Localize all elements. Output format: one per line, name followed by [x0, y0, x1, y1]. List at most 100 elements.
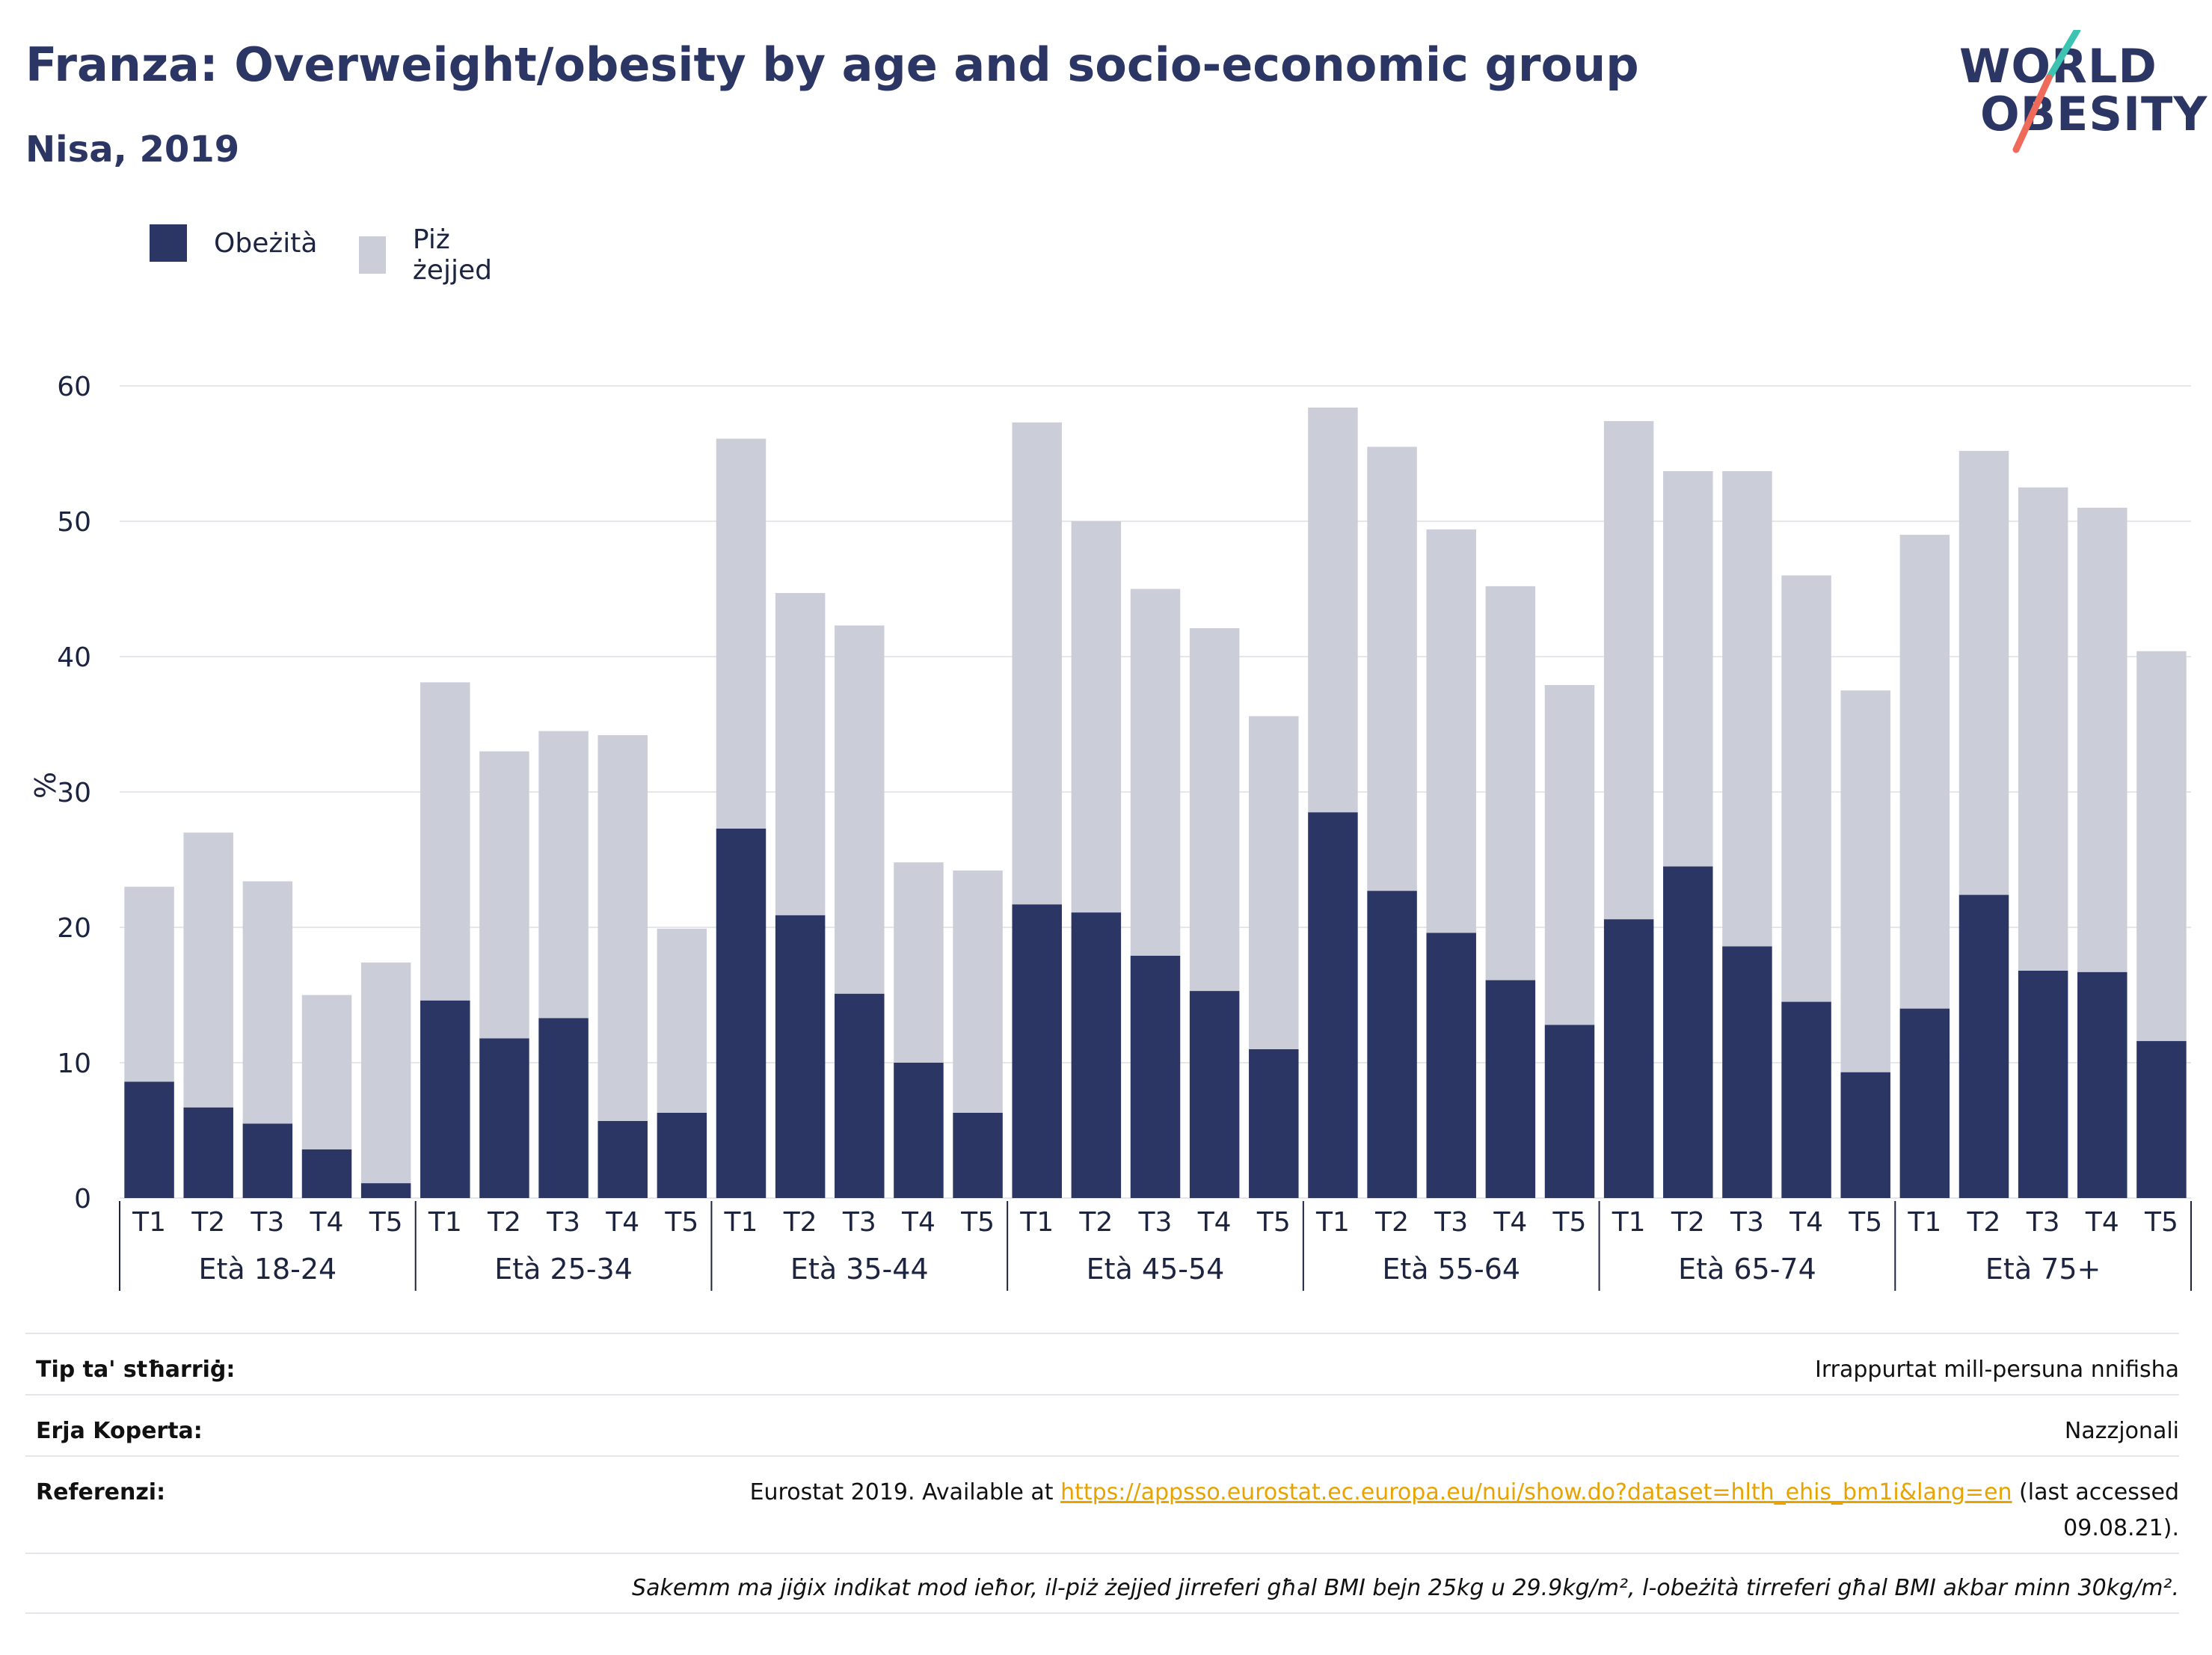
x-tick-label: T4 — [1493, 1207, 1527, 1238]
x-tick-label: T3 — [1730, 1207, 1764, 1238]
x-tick-label: T2 — [1671, 1207, 1705, 1238]
bar-obesity — [657, 1112, 707, 1198]
legend-item-overweight: Piż żejjed — [359, 224, 503, 286]
y-tick-label: 10 — [57, 1048, 91, 1079]
x-tick-label: T2 — [1078, 1207, 1113, 1238]
bar-overweight — [1308, 407, 1358, 813]
x-group-label: Età 35-44 — [790, 1253, 929, 1286]
bar-obesity — [1663, 866, 1713, 1198]
x-group-label: Età 75+ — [1985, 1253, 2101, 1286]
chart-subtitle: Nisa, 2019 — [25, 129, 240, 171]
bar-obesity — [1544, 1025, 1595, 1198]
x-tick-label: T2 — [1967, 1207, 2001, 1238]
bar-obesity — [1130, 956, 1181, 1198]
y-axis-label: % — [29, 772, 62, 799]
bar-overweight — [1899, 535, 1950, 1009]
x-tick-label: T1 — [1315, 1207, 1350, 1238]
x-tick-label: T4 — [2085, 1207, 2119, 1238]
legend-label-overweight: Piż żejjed — [412, 224, 492, 286]
bar-overweight — [1249, 716, 1299, 1049]
x-tick-label: T1 — [724, 1207, 758, 1238]
bar-obesity — [1722, 946, 1772, 1198]
bar-overweight — [1485, 586, 1536, 980]
bar-overweight — [1426, 529, 1476, 933]
bar-chart: 0 10 20 30 40 50 60% T1 T2 T3 T4 T5 Età 18-24 T1 T2 T3 T… — [29, 372, 2192, 1291]
x-tick-label: T5 — [2144, 1207, 2178, 1238]
bar-overweight — [657, 928, 707, 1113]
bar-obesity — [1367, 891, 1417, 1198]
x-tick-label: T4 — [901, 1207, 936, 1238]
definition-note: Sakemm ma jiġix indikat mod ieħor, il-pi… — [632, 1575, 2179, 1601]
references-value: Eurostat 2019. Available at https://apps… — [750, 1475, 2179, 1547]
bar-overweight — [1603, 421, 1654, 920]
bar-overweight — [1958, 450, 2009, 895]
x-tick-label: T5 — [369, 1207, 403, 1238]
bar-obesity — [1899, 1008, 1950, 1198]
bar-overweight — [479, 751, 529, 1039]
y-tick-label: 30 — [57, 778, 91, 808]
bar-overweight — [420, 682, 470, 1001]
x-tick-label: T2 — [783, 1207, 817, 1238]
world-obesity-logo: WORLD OBESITY — [1944, 30, 2207, 157]
x-tick-label: T5 — [1848, 1207, 1882, 1238]
survey-type-label: Tip ta' stħarriġ: — [36, 1357, 236, 1383]
bar-obesity — [1308, 812, 1358, 1198]
bar-obesity — [835, 993, 885, 1198]
divider — [25, 1394, 2179, 1395]
bar-obesity — [538, 1018, 589, 1198]
x-tick-label: T4 — [605, 1207, 639, 1238]
legend-label-obesity: Obeżità — [214, 227, 318, 259]
x-tick-label: T3 — [1434, 1207, 1468, 1238]
bar-obesity — [1071, 912, 1122, 1198]
bar-obesity — [1781, 1001, 1831, 1198]
bar-obesity — [1249, 1048, 1299, 1198]
divider — [25, 1612, 2179, 1614]
bar-overweight — [1071, 521, 1122, 913]
bar-obesity — [1840, 1072, 1890, 1198]
bar-overweight — [538, 731, 589, 1019]
bar-overweight — [1544, 685, 1595, 1025]
bar-obesity — [183, 1107, 233, 1198]
bar-overweight — [1722, 471, 1772, 947]
bar-obesity — [1189, 991, 1240, 1198]
bar-overweight — [775, 592, 826, 915]
bar-obesity — [1958, 894, 2009, 1198]
bar-obesity — [2018, 970, 2068, 1198]
x-tick-label: T3 — [1138, 1207, 1173, 1238]
bar-obesity — [597, 1120, 648, 1198]
bar-obesity — [775, 915, 826, 1198]
bar-overweight — [360, 962, 411, 1184]
x-group-label: Età 45-54 — [1087, 1253, 1225, 1286]
x-tick-label: T4 — [310, 1207, 344, 1238]
x-group-label: Età 65-74 — [1678, 1253, 1816, 1286]
logo-slash-icon — [2012, 30, 2081, 153]
bar-obesity — [479, 1038, 529, 1198]
x-tick-label: T1 — [132, 1207, 166, 1238]
divider — [25, 1553, 2179, 1554]
x-tick-label: T5 — [1552, 1207, 1587, 1238]
reference-suffix: (last accessed — [2012, 1479, 2179, 1505]
bar-overweight — [1012, 422, 1062, 905]
x-tick-label: T5 — [1256, 1207, 1291, 1238]
reference-link[interactable]: https://appsso.eurostat.ec.europa.eu/nui… — [1060, 1479, 2012, 1505]
bar-overweight — [301, 995, 352, 1149]
bar-obesity — [242, 1123, 293, 1198]
x-tick-label: T1 — [1612, 1207, 1646, 1238]
y-tick-label: 0 — [74, 1184, 91, 1215]
y-tick-label: 40 — [57, 642, 91, 673]
x-tick-label: T1 — [428, 1207, 462, 1238]
bar-obesity — [894, 1063, 944, 1198]
bar-obesity — [1603, 919, 1654, 1198]
bar-obesity — [2136, 1041, 2187, 1198]
bar-overweight — [2077, 507, 2127, 972]
divider — [25, 1333, 2179, 1334]
x-tick-label: T2 — [191, 1207, 225, 1238]
bar-overweight — [894, 862, 944, 1063]
bar-overweight — [124, 886, 174, 1082]
bar-obesity — [2077, 971, 2127, 1198]
x-tick-label: T2 — [487, 1207, 521, 1238]
bar-overweight — [183, 832, 233, 1108]
reference-prefix: Eurostat 2019. Available at — [749, 1479, 1061, 1505]
bar-obesity — [360, 1183, 411, 1198]
x-tick-label: T5 — [664, 1207, 698, 1238]
